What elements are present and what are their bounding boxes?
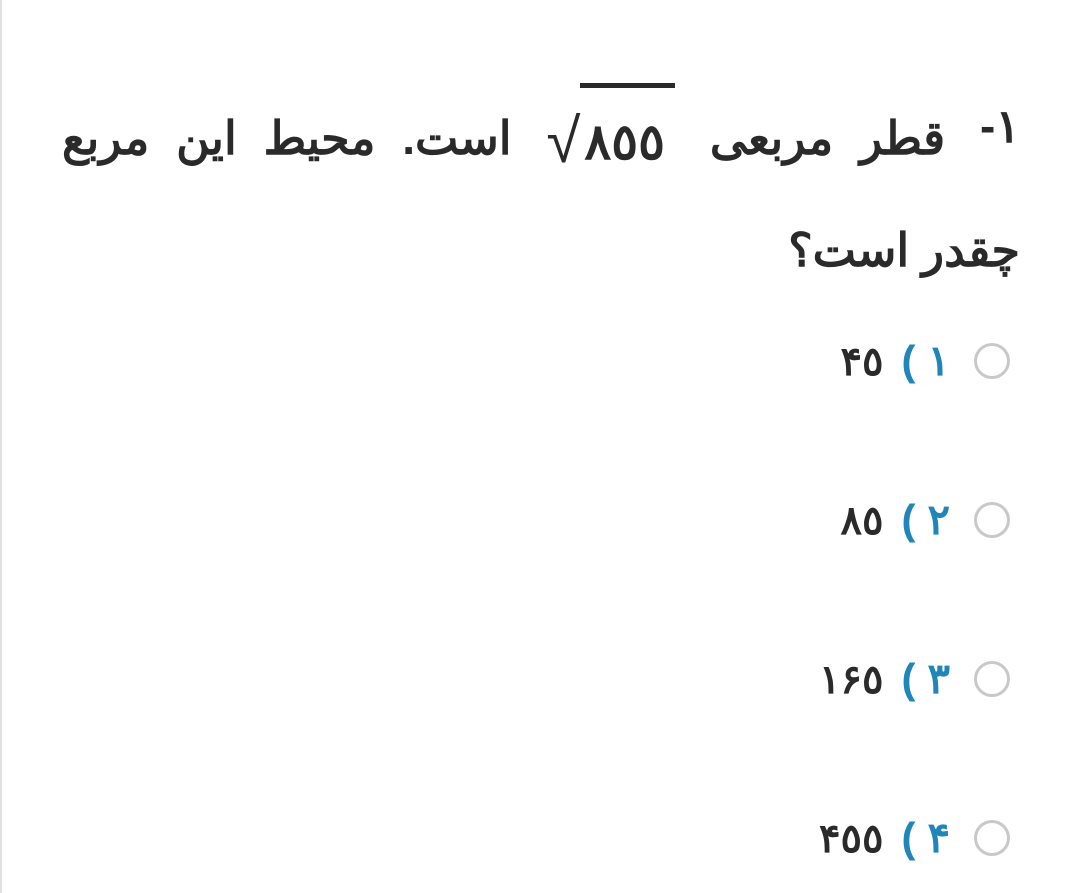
option-4-number: ۴ <box>927 813 950 862</box>
option-1-value: ۴٥ <box>840 339 883 385</box>
option-3-value: ۱۶٥ <box>819 657 883 703</box>
option-1: ۱ ) ۴٥ <box>62 336 1020 385</box>
radio-option-4[interactable] <box>974 820 1010 856</box>
option-4-paren: ) <box>901 814 915 862</box>
option-1-number: ۱ <box>927 336 950 385</box>
question-part1: قطر مربعی <box>710 112 945 164</box>
radio-option-2[interactable] <box>974 502 1010 538</box>
sqrt-value: ۸٥٥ <box>580 83 675 192</box>
option-1-paren: ) <box>901 337 915 385</box>
option-3-label: ۳ ) ۱۶٥ <box>819 654 950 703</box>
option-2-label: ۲ ) ۸٥ <box>840 495 950 544</box>
option-4-value: ۴٥٥ <box>819 816 883 862</box>
question-number: ۱- <box>980 80 1020 172</box>
sqrt-symbol: √ <box>546 80 580 204</box>
option-3-paren: ) <box>901 655 915 703</box>
option-2: ۲ ) ۸٥ <box>62 495 1020 544</box>
option-4: ۴ ) ۴٥٥ <box>62 813 1020 862</box>
question-text: ۱- قطر مربعی √۸٥٥ است. محیط این مربع چقد… <box>62 80 1020 296</box>
option-2-value: ۸٥ <box>840 498 883 544</box>
radio-option-1[interactable] <box>974 343 1010 379</box>
options-list: ۱ ) ۴٥ ۲ ) ۸٥ ۳ ) ۱۶٥ ۴ <box>62 336 1020 862</box>
option-4-label: ۴ ) ۴٥٥ <box>819 813 950 862</box>
option-2-number: ۲ <box>927 495 950 544</box>
option-3-number: ۳ <box>927 654 950 703</box>
option-1-label: ۱ ) ۴٥ <box>840 336 950 385</box>
question-container: ۱- قطر مربعی √۸٥٥ است. محیط این مربع چقد… <box>2 0 1080 862</box>
radio-option-3[interactable] <box>974 661 1010 697</box>
option-2-paren: ) <box>901 496 915 544</box>
sqrt-expression: √۸٥٥ <box>546 80 675 204</box>
option-3: ۳ ) ۱۶٥ <box>62 654 1020 703</box>
